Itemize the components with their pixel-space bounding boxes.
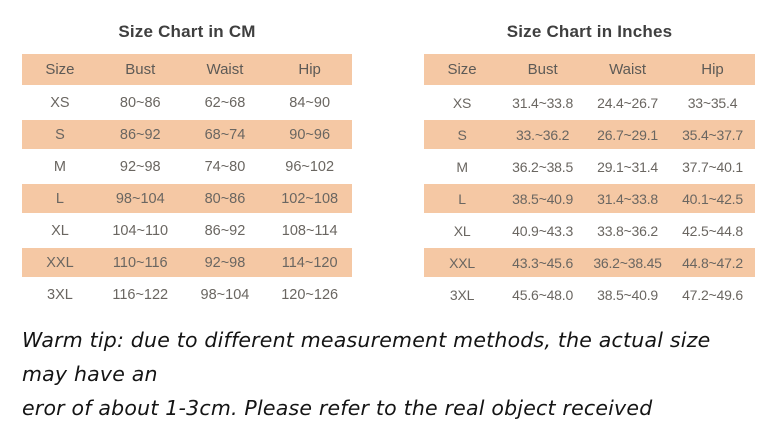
- column-header: Bust: [500, 54, 586, 85]
- table-row: L 38.5~40.9 31.4~33.8 40.1~42.5: [424, 184, 755, 213]
- table-cell: XL: [51, 222, 69, 239]
- table-cell: 44.8~47.2: [670, 248, 755, 277]
- size-chart-inches-title: Size Chart in Inches: [506, 22, 673, 41]
- size-chart-cm-section: Size Chart in CM Size Bust Waist Hip XS 80~86…: [22, 22, 352, 312]
- column-header: Size: [22, 54, 98, 85]
- table-cell: 92~98: [182, 248, 268, 277]
- table-cell: 68~74: [182, 120, 268, 149]
- table-cell: 36.2~38.45: [585, 248, 671, 277]
- table-cell: L: [22, 184, 98, 213]
- table-cell: 110~116: [97, 248, 183, 277]
- table-row: 3XL 116~122 98~104 120~126: [22, 280, 352, 309]
- column-header: Bust: [97, 54, 183, 85]
- table-cell: 33.~36.2: [500, 120, 586, 149]
- table-cell: 40.9~43.3: [512, 222, 574, 239]
- table-cell: 31.4~33.8: [512, 94, 574, 111]
- table-cell: 31.4~33.8: [585, 184, 671, 213]
- table-row: S 33.~36.2 26.7~29.1 35.4~37.7: [424, 120, 755, 149]
- table-cell: 3XL: [47, 286, 73, 303]
- table-cell: 38.5~40.9: [597, 286, 658, 303]
- table-cell: 45.6~48.0: [512, 286, 574, 303]
- table-cell: 86~92: [97, 120, 183, 149]
- size-chart-cm-title: Size Chart in CM: [118, 22, 256, 41]
- table-cell: 102~108: [267, 184, 352, 213]
- header-row: Size Bust Waist Hip: [22, 54, 352, 85]
- table-cell: XXL: [22, 248, 98, 277]
- table-cell: 116~122: [112, 286, 169, 303]
- table-row: M 92~98 74~80 96~102: [22, 152, 352, 181]
- table-cell: 47.2~49.6: [682, 286, 743, 303]
- warm-tip-line-1: Warm tip: due to different measurement m…: [22, 328, 711, 386]
- table-cell: 96~102: [285, 158, 335, 175]
- table-row: XXL 110~116 92~98 114~120: [22, 248, 352, 277]
- table-cell: L: [424, 184, 501, 213]
- warm-tip-note: Warm tip: due to different measurement m…: [22, 324, 752, 425]
- table-cell: 35.4~37.7: [670, 120, 755, 149]
- table-cell: 29.1~31.4: [597, 158, 658, 175]
- table-cell: 98~104: [97, 184, 183, 213]
- table-cell: 84~90: [289, 94, 331, 111]
- table-row: 3XL 45.6~48.0 38.5~40.9 47.2~49.6: [424, 280, 755, 309]
- column-header: Waist: [585, 54, 671, 85]
- table-cell: 37.7~40.1: [682, 158, 743, 175]
- table-cell: 108~114: [281, 222, 338, 239]
- table-cell: 24.4~26.7: [597, 94, 658, 111]
- table-row: XL 40.9~43.3 33.8~36.2 42.5~44.8: [424, 216, 755, 245]
- size-chart-inches-table: Size Bust Waist Hip XS 31.4~33.8 24.4~26.7 33~3…: [424, 51, 755, 312]
- table-cell: 120~126: [281, 286, 339, 303]
- table-cell: M: [53, 158, 66, 175]
- table-cell: 33~35.4: [687, 94, 738, 111]
- table-cell: 92~98: [119, 158, 161, 175]
- table-cell: 86~92: [204, 222, 246, 239]
- column-header: Hip: [670, 54, 755, 85]
- table-row: S 86~92 68~74 90~96: [22, 120, 352, 149]
- table-cell: 43.3~45.6: [500, 248, 586, 277]
- table-cell: 114~120: [267, 248, 352, 277]
- table-cell: S: [424, 120, 501, 149]
- size-chart-cm-table: Size Bust Waist Hip XS 80~86 62~68 84~90 S 86~92 6…: [22, 51, 352, 312]
- table-cell: 42.5~44.8: [682, 222, 743, 239]
- table-row: M 36.2~38.5 29.1~31.4 37.7~40.1: [424, 152, 755, 181]
- column-header: Size: [424, 54, 501, 85]
- header-row: Size Bust Waist Hip: [424, 54, 755, 85]
- table-row: XS 80~86 62~68 84~90: [22, 88, 352, 117]
- table-cell: M: [456, 158, 468, 175]
- column-header: Hip: [267, 54, 352, 85]
- table-cell: 80~86: [182, 184, 268, 213]
- table-cell: XS: [452, 94, 472, 111]
- column-header: Waist: [182, 54, 268, 85]
- table-cell: 74~80: [204, 158, 246, 175]
- table-cell: 3XL: [449, 286, 475, 303]
- table-cell: S: [22, 120, 98, 149]
- table-row: XS 31.4~33.8 24.4~26.7 33~35.4: [424, 88, 755, 117]
- table-cell: 40.1~42.5: [670, 184, 755, 213]
- table-cell: 104~110: [112, 222, 169, 239]
- table-cell: 26.7~29.1: [585, 120, 671, 149]
- table-cell: 80~86: [119, 94, 161, 111]
- table-cell: 98~104: [200, 286, 250, 303]
- size-chart-inches-section: Size Chart in Inches Size Bust Waist Hip XS 3…: [424, 22, 755, 312]
- table-cell: 33.8~36.2: [597, 222, 658, 239]
- warm-tip-line-2: eror of about 1-3cm. Please refer to the…: [22, 395, 653, 420]
- table-cell: XL: [453, 222, 471, 239]
- table-row: XL 104~110 86~92 108~114: [22, 216, 352, 245]
- table-cell: XS: [50, 94, 70, 111]
- table-cell: 36.2~38.5: [512, 158, 574, 175]
- table-cell: 62~68: [204, 94, 246, 111]
- table-cell: 90~96: [267, 120, 352, 149]
- table-row: L 98~104 80~86 102~108: [22, 184, 352, 213]
- table-cell: XXL: [424, 248, 501, 277]
- table-cell: 38.5~40.9: [500, 184, 586, 213]
- table-row: XXL 43.3~45.6 36.2~38.45 44.8~47.2: [424, 248, 755, 277]
